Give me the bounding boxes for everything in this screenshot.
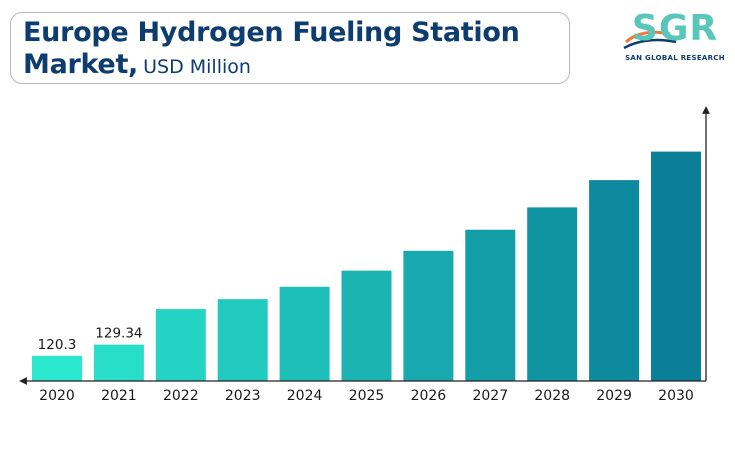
x-tick-label: 2026 [411, 388, 447, 404]
x-tick-label: 2023 [225, 388, 261, 404]
bar-2023 [217, 299, 268, 381]
bar-2027 [465, 229, 516, 381]
data-label: 120.3 [38, 337, 77, 353]
logo-tagline: SAN GLOBAL RESEARCH [625, 54, 725, 62]
x-tick-label: 2029 [596, 388, 632, 404]
x-tick-label: 2021 [101, 388, 137, 404]
x-tick-label: 2028 [534, 388, 570, 404]
chart-unit: USD Million [143, 56, 251, 78]
chart-title: Europe Hydrogen Fueling Station [23, 17, 520, 48]
bar-2020 [32, 355, 82, 381]
bars-group [32, 151, 701, 381]
bar-2024 [279, 286, 330, 381]
logo-letters: SGR [631, 8, 719, 49]
x-tick-label: 2024 [287, 388, 323, 404]
bar-2029 [589, 180, 640, 381]
x-tick-labels: 2020 2021 2022 2023 2024 2025 2026 2027 2028 2029… [39, 388, 694, 404]
chart-title-market: Market, [23, 49, 139, 80]
data-label: 129.34 [95, 326, 142, 342]
bar-2021 [93, 344, 144, 381]
x-tick-label: 2020 [39, 388, 75, 404]
bar-2026 [403, 250, 454, 381]
sgr-swoosh-logo-icon [623, 30, 677, 50]
data-labels: 120.3 129.34 [38, 326, 143, 353]
x-tick-label: 2030 [658, 388, 694, 404]
bar-2022 [155, 309, 206, 381]
x-tick-label: 2025 [349, 388, 385, 404]
chart-subtitle-line: Market, USD Million [23, 49, 251, 80]
title-box: Europe Hydrogen Fueling Station Market, … [10, 12, 570, 84]
bar-2025 [341, 270, 392, 381]
bar-2028 [527, 207, 578, 381]
x-tick-label: 2022 [163, 388, 199, 404]
sgr-logo: SGR SAN GLOBAL RESEARCH [620, 8, 730, 68]
bar-2030 [651, 151, 701, 381]
x-tick-label: 2027 [472, 388, 508, 404]
